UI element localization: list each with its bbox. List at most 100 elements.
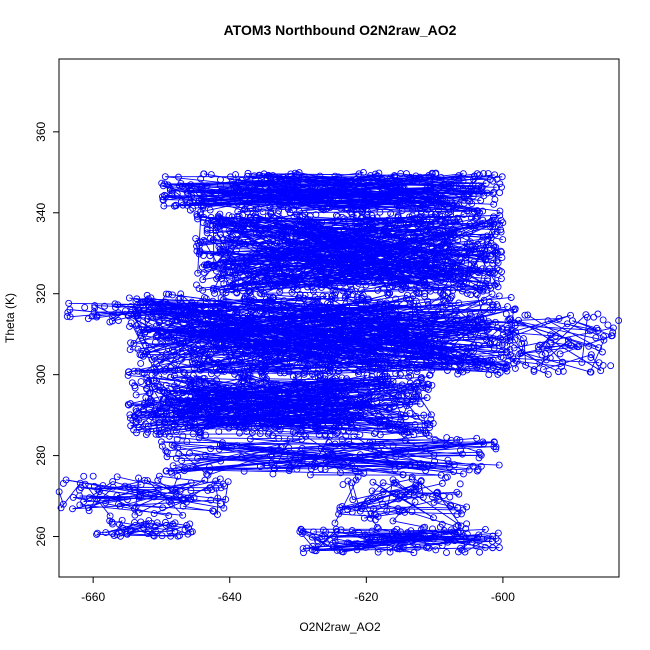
data-point xyxy=(215,428,223,436)
data-point xyxy=(199,276,207,284)
y-tick-label: 260 xyxy=(34,526,48,546)
data-segment xyxy=(321,271,436,279)
data-segment xyxy=(201,328,218,368)
data-segment xyxy=(329,355,352,368)
data-segment xyxy=(312,175,378,186)
data-point xyxy=(426,424,434,431)
data-point xyxy=(387,210,395,217)
data-point xyxy=(364,208,372,216)
data-point xyxy=(391,221,399,229)
data-cluster xyxy=(124,290,519,379)
data-point xyxy=(302,350,310,358)
data-segment xyxy=(255,214,405,281)
data-point xyxy=(476,450,484,458)
data-point xyxy=(412,393,420,401)
data-point xyxy=(426,177,434,185)
data-point xyxy=(163,366,170,373)
data-point xyxy=(126,346,134,354)
data-point xyxy=(463,290,471,297)
data-point xyxy=(199,346,206,354)
data-point xyxy=(454,216,462,224)
data-point xyxy=(213,234,221,242)
data-point xyxy=(236,429,243,437)
data-segment xyxy=(247,241,298,285)
data-point xyxy=(173,378,181,386)
data-point xyxy=(488,290,496,298)
data-point xyxy=(423,394,431,402)
data-segment xyxy=(260,280,424,290)
data-point xyxy=(312,423,319,430)
data-point xyxy=(421,266,429,274)
data-point xyxy=(132,419,140,427)
data-segment xyxy=(237,187,483,204)
data-point xyxy=(267,210,274,217)
data-point xyxy=(521,311,529,319)
data-segment xyxy=(69,309,138,317)
data-point xyxy=(442,220,450,228)
data-point xyxy=(81,304,89,311)
data-point xyxy=(413,365,421,373)
data-point xyxy=(300,219,308,227)
data-point xyxy=(143,384,150,392)
data-point xyxy=(448,292,456,300)
data-point xyxy=(530,366,538,373)
data-point xyxy=(554,368,562,376)
data-segment xyxy=(518,318,560,321)
data-point xyxy=(340,279,348,287)
data-segment xyxy=(572,320,597,329)
data-point xyxy=(427,411,435,419)
data-point xyxy=(454,370,462,378)
data-cluster xyxy=(331,473,471,532)
data-point xyxy=(504,325,512,332)
data-point xyxy=(326,282,334,290)
data-point xyxy=(141,399,149,407)
data-point xyxy=(232,335,240,342)
data-point xyxy=(472,290,480,298)
data-point xyxy=(289,373,297,381)
data-segment xyxy=(149,329,230,334)
data-point xyxy=(507,294,515,301)
data-point xyxy=(564,336,572,344)
data-point xyxy=(269,294,277,302)
data-segment xyxy=(287,407,359,422)
data-point xyxy=(291,240,299,248)
data-point xyxy=(296,221,303,229)
data-point xyxy=(291,169,299,177)
data-point xyxy=(131,382,139,390)
data-point xyxy=(257,367,265,375)
data-segment xyxy=(417,327,503,342)
data-point xyxy=(468,265,476,273)
data-segment xyxy=(162,196,478,212)
data-point xyxy=(504,303,511,311)
data-segment xyxy=(295,252,425,287)
data-segment xyxy=(159,309,271,370)
data-point xyxy=(232,226,240,234)
data-point xyxy=(127,319,135,327)
data-segment xyxy=(219,417,390,421)
data-point xyxy=(385,406,393,413)
data-point xyxy=(186,186,194,194)
data-segment xyxy=(170,329,373,372)
data-point xyxy=(559,367,567,375)
data-segment xyxy=(329,226,389,287)
data-cluster xyxy=(192,209,507,298)
data-point xyxy=(165,290,173,298)
data-segment xyxy=(201,308,236,368)
data-point xyxy=(143,291,151,299)
x-tick-label: -620 xyxy=(354,590,378,604)
data-point xyxy=(122,307,129,315)
data-point xyxy=(388,176,396,184)
data-point xyxy=(180,368,188,376)
data-segment xyxy=(232,261,474,291)
data-segment xyxy=(301,380,348,405)
data-segment xyxy=(317,328,511,351)
data-point xyxy=(478,184,486,192)
data-point xyxy=(488,301,496,309)
data-segment xyxy=(409,213,437,218)
data-point xyxy=(130,340,138,347)
data-segment xyxy=(320,207,363,213)
data-point xyxy=(231,271,239,278)
data-point xyxy=(458,258,466,266)
data-segment xyxy=(523,342,527,366)
